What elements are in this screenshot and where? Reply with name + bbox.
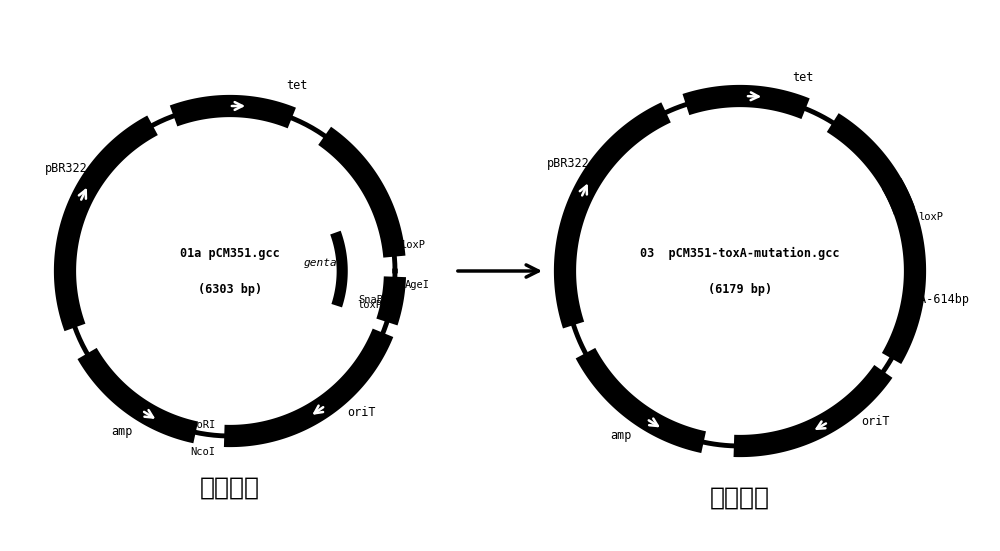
Text: HA-614bp: HA-614bp xyxy=(913,293,970,306)
Text: loxP: loxP xyxy=(357,300,382,310)
Text: loxP: loxP xyxy=(400,240,425,250)
Text: pBR322: pBR322 xyxy=(45,162,88,175)
Text: 原始质粒: 原始质粒 xyxy=(200,476,260,500)
Text: amp: amp xyxy=(610,429,631,442)
Text: genta: genta xyxy=(304,258,337,268)
Text: 突变质粒: 突变质粒 xyxy=(710,486,770,510)
Text: SnaBI: SnaBI xyxy=(359,295,390,305)
Text: AgeI: AgeI xyxy=(405,280,430,290)
Text: pBR322: pBR322 xyxy=(546,157,589,170)
Text: 01a pCM351.gcc: 01a pCM351.gcc xyxy=(180,246,280,260)
Text: loxP: loxP xyxy=(919,212,944,222)
Text: (6179 bp): (6179 bp) xyxy=(708,283,772,295)
Text: tet: tet xyxy=(792,72,813,84)
Text: oriT: oriT xyxy=(862,415,890,428)
Text: 突变: 突变 xyxy=(909,299,921,309)
Text: oriT: oriT xyxy=(347,406,376,419)
Text: amp: amp xyxy=(111,424,133,437)
Text: NcoI: NcoI xyxy=(190,447,215,457)
Text: 03  pCM351-toxA-mutation.gcc: 03 pCM351-toxA-mutation.gcc xyxy=(640,246,840,260)
Text: tet: tet xyxy=(287,79,308,93)
Text: (6303 bp): (6303 bp) xyxy=(198,283,262,295)
Text: EcoRI: EcoRI xyxy=(184,420,215,430)
